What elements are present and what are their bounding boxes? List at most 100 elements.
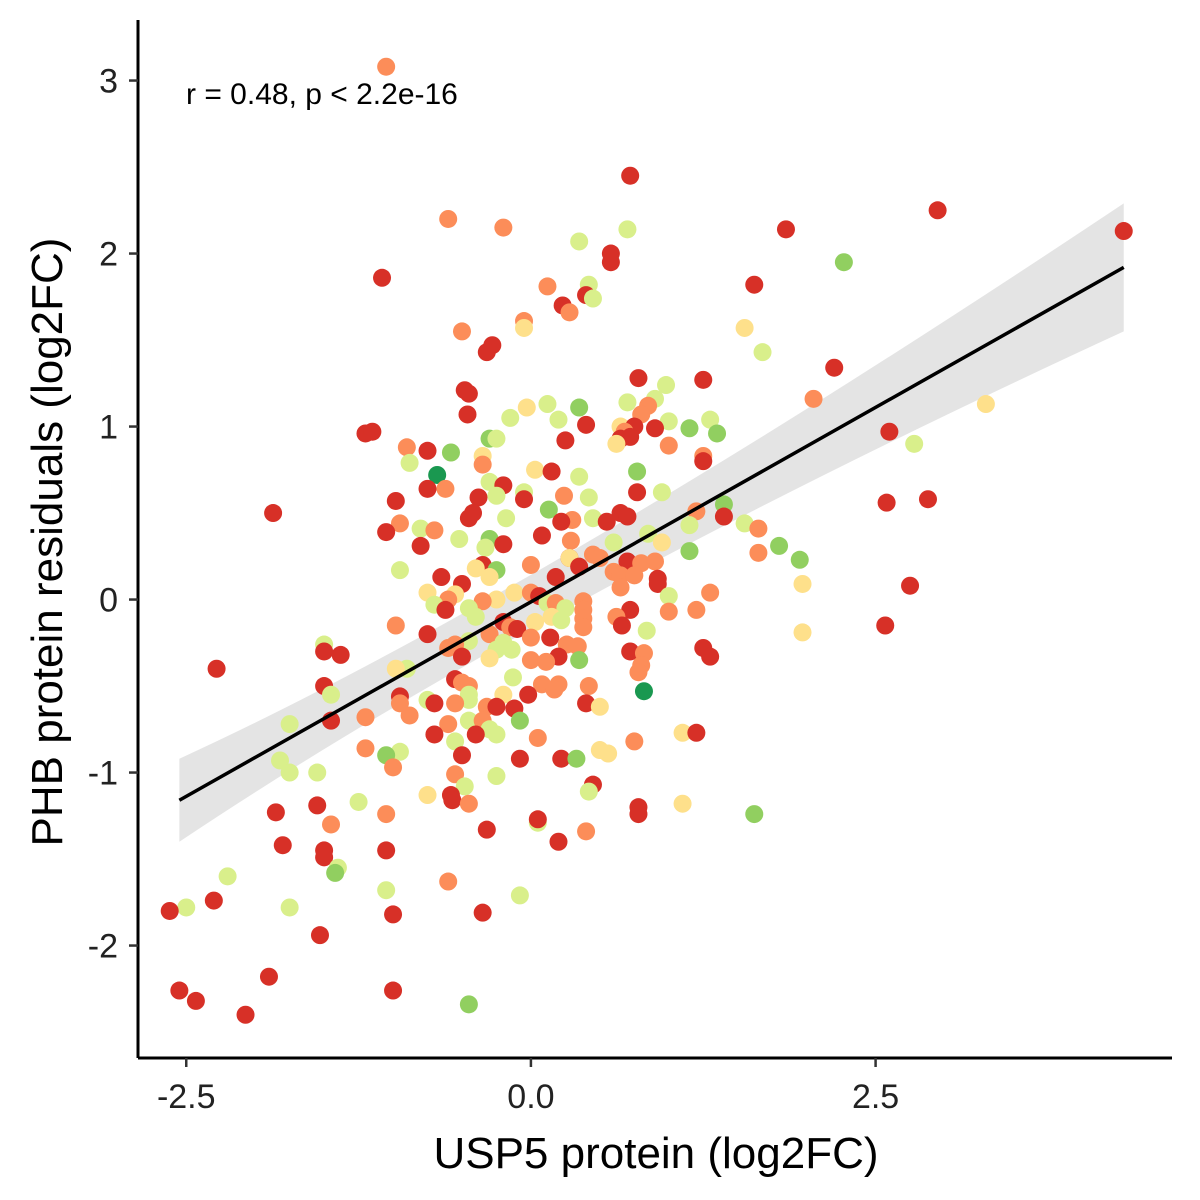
data-point bbox=[745, 805, 764, 824]
data-point bbox=[646, 552, 664, 571]
data-point bbox=[905, 434, 924, 453]
data-point bbox=[834, 253, 853, 272]
data-point bbox=[517, 398, 536, 417]
data-point bbox=[425, 521, 444, 540]
data-point bbox=[590, 697, 609, 716]
y-tick-label: 2 bbox=[99, 236, 118, 274]
data-point bbox=[687, 723, 706, 742]
data-point bbox=[477, 820, 496, 839]
data-point bbox=[418, 786, 437, 805]
data-point bbox=[497, 509, 516, 528]
data-point bbox=[477, 343, 496, 362]
data-point bbox=[510, 886, 529, 905]
data-point bbox=[473, 592, 492, 611]
data-point bbox=[532, 526, 551, 545]
data-point bbox=[621, 642, 640, 661]
data-point bbox=[390, 694, 409, 713]
data-point bbox=[207, 659, 226, 678]
data-point bbox=[538, 277, 557, 296]
data-point bbox=[439, 872, 458, 891]
data-point bbox=[621, 427, 640, 446]
points-layer bbox=[160, 57, 1133, 1024]
data-point bbox=[749, 543, 768, 562]
data-point bbox=[570, 232, 589, 251]
data-point bbox=[918, 490, 937, 509]
data-point bbox=[476, 538, 495, 557]
data-point bbox=[363, 422, 382, 441]
data-point bbox=[574, 618, 593, 637]
data-point bbox=[356, 708, 375, 727]
data-point bbox=[583, 509, 602, 528]
y-tick-label: 1 bbox=[99, 409, 118, 447]
data-point bbox=[538, 395, 557, 414]
y-axis-title: PHB protein residuals (log2FC) bbox=[23, 238, 72, 847]
data-point bbox=[579, 782, 598, 801]
data-point bbox=[271, 751, 290, 770]
data-point bbox=[680, 419, 699, 438]
data-point bbox=[673, 723, 692, 742]
data-point bbox=[377, 805, 396, 824]
data-point bbox=[480, 472, 499, 491]
data-point bbox=[439, 209, 458, 228]
confidence-band bbox=[179, 203, 1124, 842]
data-point bbox=[280, 898, 299, 917]
data-point bbox=[625, 566, 644, 585]
data-point bbox=[515, 490, 534, 509]
x-tick-label: 0.0 bbox=[507, 1078, 554, 1116]
data-point bbox=[322, 815, 341, 834]
data-point bbox=[503, 668, 522, 687]
data-point bbox=[621, 600, 640, 619]
regression-line-layer bbox=[178, 265, 1125, 802]
data-point bbox=[701, 583, 720, 602]
data-point bbox=[280, 763, 299, 782]
data-point bbox=[621, 166, 640, 185]
data-point bbox=[322, 685, 341, 704]
data-point bbox=[418, 479, 437, 498]
confidence-band-layer bbox=[179, 203, 1124, 842]
data-point bbox=[459, 384, 478, 403]
data-point bbox=[659, 602, 678, 621]
data-point bbox=[770, 536, 789, 555]
data-point bbox=[446, 732, 465, 751]
data-point bbox=[308, 763, 327, 782]
data-point bbox=[308, 796, 327, 815]
data-point bbox=[473, 455, 492, 474]
y-tick-label: -1 bbox=[88, 755, 118, 793]
data-point bbox=[436, 479, 455, 498]
data-point bbox=[315, 848, 334, 867]
data-point bbox=[436, 600, 455, 619]
data-point bbox=[487, 767, 506, 786]
data-point bbox=[552, 512, 571, 531]
data-point bbox=[432, 568, 451, 587]
data-point bbox=[186, 991, 205, 1010]
data-point bbox=[793, 574, 812, 593]
data-point bbox=[204, 891, 223, 910]
data-point bbox=[526, 460, 545, 479]
data-point bbox=[877, 493, 896, 512]
data-point bbox=[583, 289, 602, 308]
data-point bbox=[459, 632, 478, 651]
data-point bbox=[377, 523, 396, 542]
data-point bbox=[549, 832, 568, 851]
data-point bbox=[160, 901, 179, 920]
data-point bbox=[618, 552, 637, 571]
x-tick-label: 2.5 bbox=[852, 1078, 899, 1116]
data-point bbox=[537, 652, 556, 671]
data-point bbox=[604, 533, 623, 552]
data-point bbox=[390, 561, 409, 580]
data-point bbox=[539, 500, 558, 519]
data-point bbox=[331, 645, 350, 664]
data-point bbox=[776, 220, 795, 239]
data-point bbox=[880, 422, 899, 441]
data-point bbox=[411, 536, 430, 555]
data-point bbox=[373, 268, 392, 287]
data-point bbox=[577, 415, 596, 434]
data-point bbox=[459, 711, 478, 730]
regression-line bbox=[178, 265, 1125, 802]
data-point bbox=[280, 715, 299, 734]
data-point bbox=[384, 981, 403, 1000]
data-point bbox=[601, 253, 620, 272]
data-point bbox=[418, 441, 437, 460]
x-tick-label: -2.5 bbox=[157, 1078, 216, 1116]
data-point bbox=[487, 725, 506, 744]
